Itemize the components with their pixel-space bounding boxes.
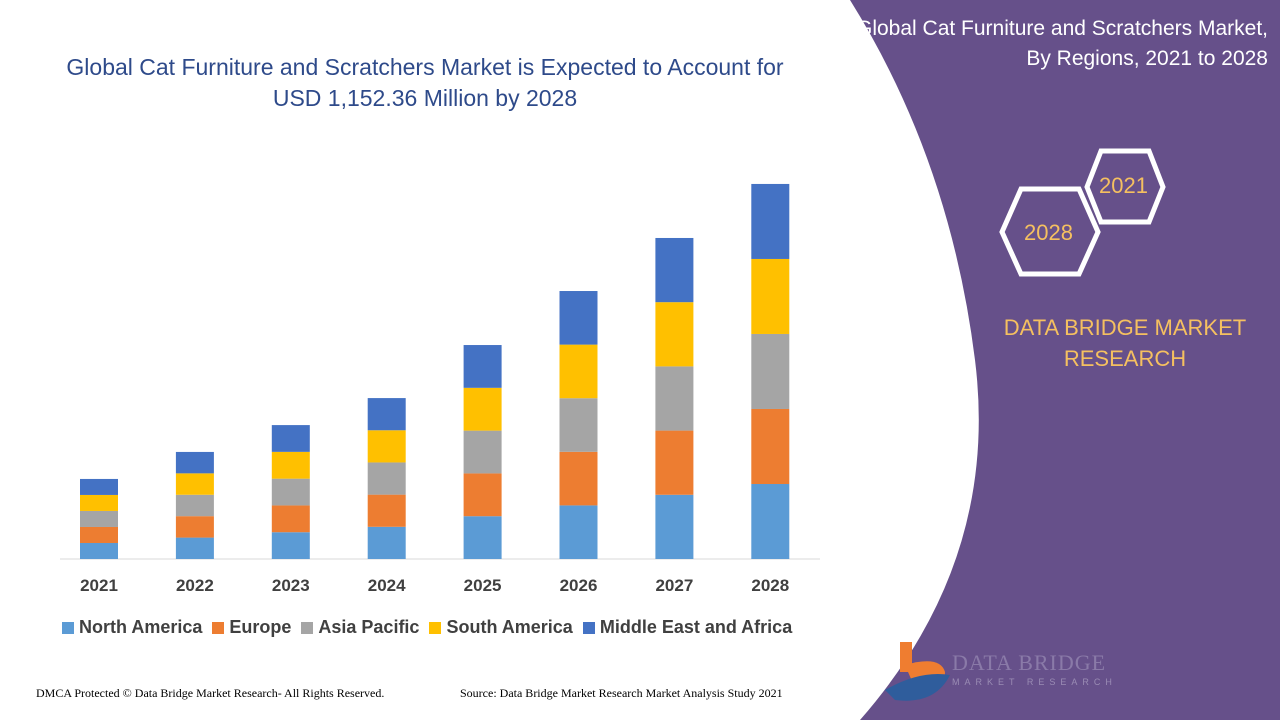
legend-label: South America	[446, 617, 573, 637]
panel-title: Global Cat Furniture and Scratchers Mark…	[855, 17, 1268, 70]
bar-2024-south-america	[367, 430, 406, 463]
legend-label: Asia Pacific	[318, 617, 420, 637]
bar-2026-europe	[559, 451, 598, 506]
bar-2024-middle-east-and-africa	[367, 398, 406, 431]
copyright-notice: DMCA Protected © Data Bridge Market Rese…	[36, 686, 385, 700]
legend-label: Middle East and Africa	[599, 617, 793, 637]
hex-year-2028: 2028	[1024, 220, 1073, 245]
bar-2026-asia-pacific	[559, 398, 598, 452]
bar-2027-south-america	[655, 302, 694, 367]
bar-2026-south-america	[559, 344, 598, 399]
logo-text: DATA BRIDGE	[952, 650, 1107, 675]
bar-2021-middle-east-and-africa	[80, 478, 118, 495]
x-tick-label: 2026	[559, 576, 598, 595]
legend-item: Middle East and Africa	[582, 617, 793, 638]
legend-label: North America	[79, 617, 203, 637]
hex-year-2021: 2021	[1099, 173, 1148, 198]
logo-icon	[885, 642, 950, 701]
bar-2027-middle-east-and-africa	[655, 237, 694, 303]
legend-label: Europe	[229, 617, 292, 637]
bar-2026-middle-east-and-africa	[559, 291, 598, 345]
bar-2025-middle-east-and-africa	[463, 345, 502, 388]
brand-name: DATA BRIDGE MARKET RESEARCH	[1003, 315, 1247, 371]
x-tick-label: 2022	[175, 576, 214, 595]
legend-item: South America	[429, 617, 573, 638]
legend-item: Europe	[212, 617, 291, 638]
bar-2021-north-america	[80, 542, 118, 559]
bar-2024-asia-pacific	[367, 462, 406, 495]
x-tick-label: 2024	[367, 576, 406, 595]
bar-2026-north-america	[559, 505, 598, 559]
bar-2023-middle-east-and-africa	[271, 425, 310, 452]
x-tick-label: 2027	[655, 576, 694, 595]
bar-2023-europe	[271, 505, 310, 533]
hexagon-2021	[1084, 148, 1166, 225]
bar-2025-asia-pacific	[463, 430, 502, 474]
chart-title: Global Cat Furniture and Scratchers Mark…	[66, 54, 784, 111]
x-tick-label: 2023	[271, 576, 310, 595]
bar-2023-asia-pacific	[271, 478, 310, 506]
bar-2028-north-america	[751, 483, 790, 559]
legend-swatch	[62, 621, 74, 634]
legend: North America Europe Asia Pacific South Ame…	[62, 617, 792, 638]
bar-2028-asia-pacific	[751, 333, 790, 409]
legend-swatch	[301, 621, 314, 634]
bar-2022-asia-pacific	[175, 494, 214, 517]
logo-subtext: MARKET RESEARCH	[952, 677, 1117, 687]
bar-2022-europe	[175, 516, 214, 538]
bar-2028-europe	[751, 408, 790, 484]
bar-2025-north-america	[463, 516, 502, 559]
bar-2023-north-america	[271, 532, 310, 559]
bar-2021-asia-pacific	[80, 510, 118, 527]
bar-2028-middle-east-and-africa	[751, 183, 790, 259]
bar-2024-europe	[367, 494, 406, 527]
legend-swatch	[582, 621, 595, 634]
source-note: Source: Data Bridge Market Research Mark…	[460, 686, 783, 700]
bar-2025-south-america	[463, 387, 502, 431]
legend-swatch	[429, 621, 442, 634]
bar-2027-north-america	[655, 494, 694, 559]
legend-swatch	[212, 621, 225, 634]
x-tick-label: 2025	[463, 576, 502, 595]
bar-2025-europe	[463, 473, 502, 517]
bar-2023-south-america	[271, 451, 310, 479]
x-tick-label: 2021	[80, 576, 118, 595]
legend-item: North America	[62, 617, 202, 638]
bar-2021-europe	[80, 526, 118, 543]
x-tick-label: 2028	[751, 576, 790, 595]
bar-2027-asia-pacific	[655, 366, 694, 431]
bar-2028-south-america	[751, 258, 790, 334]
bar-2021-south-america	[80, 494, 118, 511]
bar-2022-middle-east-and-africa	[175, 451, 214, 474]
bar-2022-south-america	[175, 473, 214, 495]
side-panel	[850, 0, 1280, 720]
bar-2024-north-america	[367, 526, 406, 559]
hexagon-2028	[999, 186, 1101, 277]
bar-2027-europe	[655, 430, 694, 495]
legend-item: Asia Pacific	[301, 617, 419, 638]
bar-2022-north-america	[175, 537, 214, 559]
